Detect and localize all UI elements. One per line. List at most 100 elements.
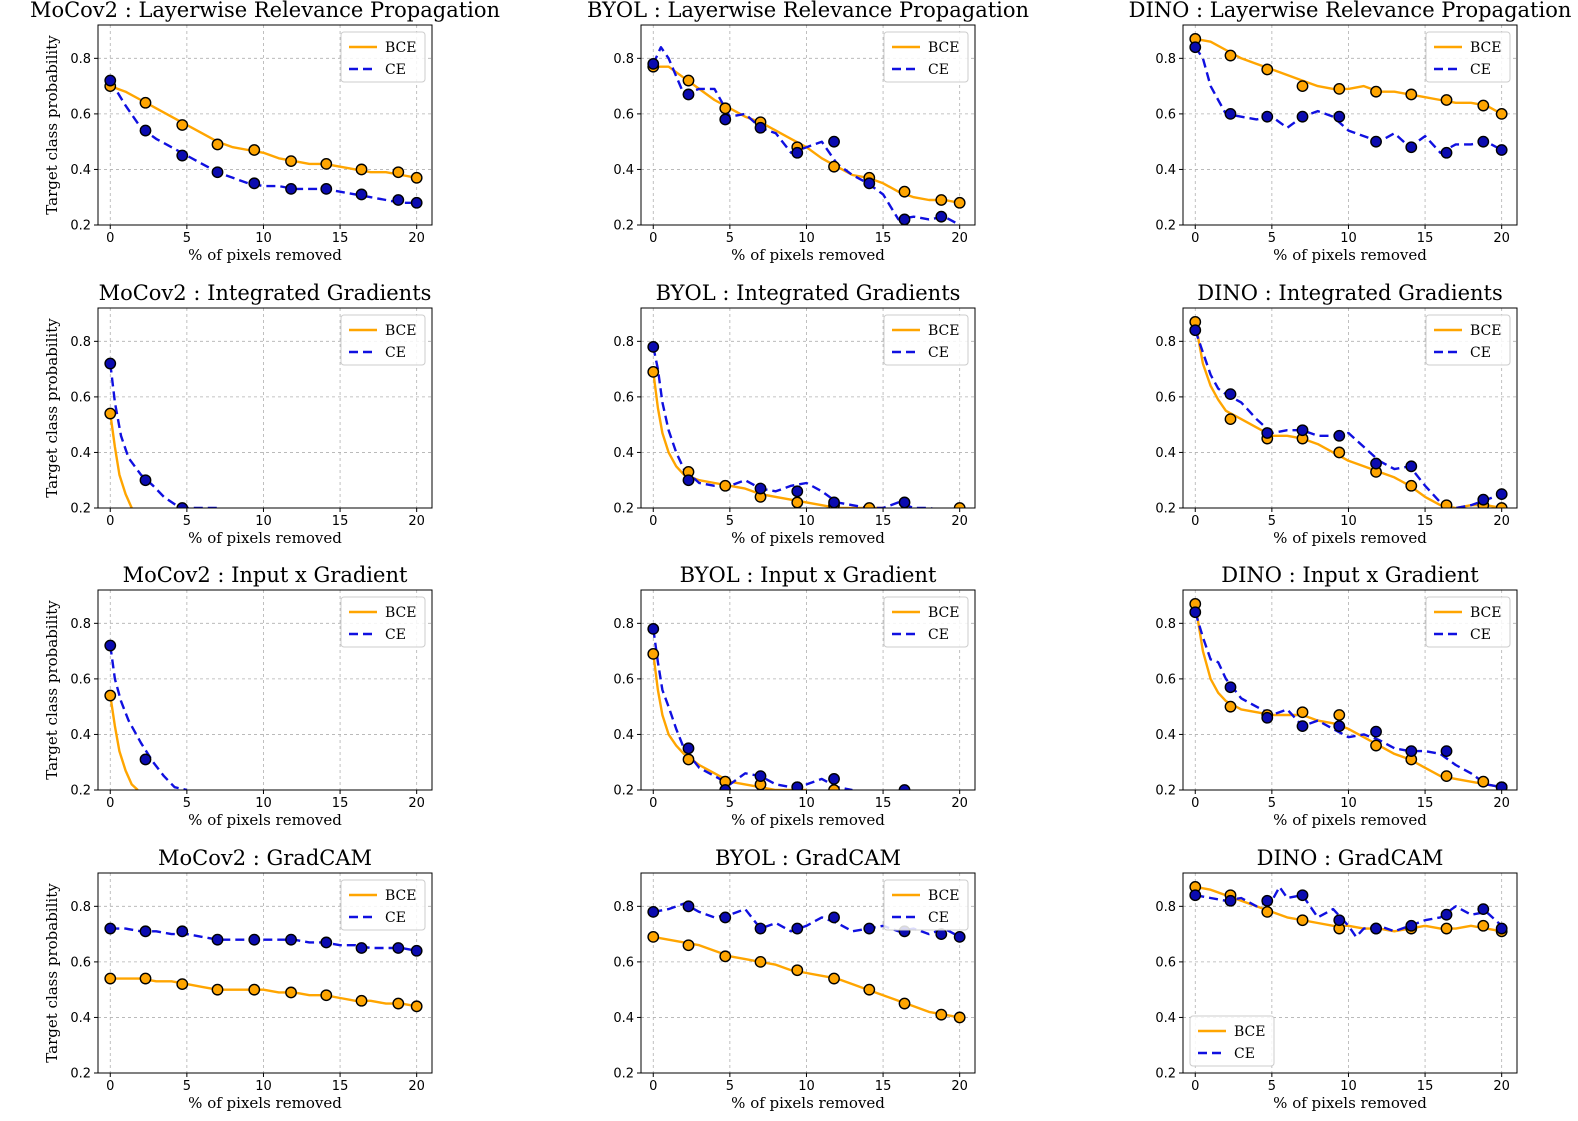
x-tick-label: 0: [106, 1079, 114, 1094]
bce-marker: [392, 166, 405, 179]
ce-marker: [953, 930, 966, 943]
y-tick-label: 0.8: [1155, 52, 1176, 67]
y-tick-label: 0.8: [70, 335, 91, 350]
ce-marker: [104, 74, 117, 87]
x-axis-label: % of pixels removed: [1273, 246, 1427, 264]
bce-marker: [828, 972, 840, 985]
y-tick-label: 0.2: [70, 1067, 91, 1082]
plot-area: [1189, 315, 1508, 508]
bce-marker: [953, 1011, 966, 1024]
chart-title: BYOL : Input x Gradient: [680, 563, 937, 587]
x-tick-label: 15: [1417, 514, 1434, 529]
x-tick-label: 0: [106, 796, 114, 811]
bce-marker: [1440, 499, 1453, 508]
ce-marker: [791, 146, 804, 159]
ce-marker: [1224, 894, 1237, 907]
ce-marker: [176, 925, 189, 938]
chart-title: MoCov2 : Integrated Gradients: [99, 281, 432, 305]
chart-title: DINO : GradCAM: [1257, 846, 1444, 870]
ce-marker: [392, 194, 405, 206]
x-axis-label: % of pixels removed: [731, 529, 885, 547]
plot-area: [647, 46, 966, 225]
ce-marker: [1405, 460, 1418, 473]
ce-marker: [1296, 720, 1309, 733]
axes-frame: [97, 24, 433, 226]
bce-marker: [647, 930, 660, 943]
bce-marker: [1333, 446, 1346, 459]
y-tick-label: 0.6: [1155, 955, 1176, 970]
x-tick-label: 0: [1191, 231, 1199, 246]
x-tick-label: 0: [649, 231, 657, 246]
ce-marker: [828, 135, 840, 148]
x-axis-label: % of pixels removed: [1273, 811, 1427, 829]
x-axis-label: % of pixels removed: [188, 1094, 342, 1112]
bce-marker: [176, 978, 189, 991]
y-tick-label: 0.2: [70, 219, 91, 234]
axes-frame: [1182, 24, 1518, 226]
ce-marker: [898, 213, 911, 225]
x-tick-label: 15: [332, 1079, 349, 1094]
chart-panel: 0 5 10 15 20 0.2 0.4 0.6 0.8 BYOL : GradCAM % of p…: [613, 846, 976, 1112]
ce-marker: [719, 113, 732, 126]
y-axis-label: Target class probability: [43, 35, 61, 215]
y-tick-label: 0.8: [70, 900, 91, 915]
bce-marker: [1477, 775, 1490, 788]
x-tick-label: 10: [255, 796, 272, 811]
y-tick-label: 0.2: [613, 502, 634, 517]
axes-frame: [1182, 589, 1518, 791]
y-tick-label: 0.2: [1155, 784, 1176, 799]
y-tick-label: 0.8: [70, 617, 91, 632]
ce-marker: [935, 210, 948, 223]
y-tick-label: 0.4: [613, 728, 634, 743]
y-tick-label: 0.4: [613, 1011, 634, 1026]
legend: BCE CE: [1189, 1015, 1275, 1067]
x-tick-label: 20: [1493, 514, 1510, 529]
y-tick-label: 0.4: [1155, 1011, 1176, 1026]
x-tick-label: 15: [332, 514, 349, 529]
y-tick-label: 0.8: [1155, 617, 1176, 632]
x-tick-label: 15: [875, 514, 892, 529]
ce-marker: [285, 933, 297, 946]
chart-panel: 0 5 10 15 20 0.2 0.4 0.6 0.8 DINO : Layerwise Rel…: [1129, 0, 1572, 264]
legend-ce-label: CE: [928, 62, 949, 78]
y-tick-label: 0.8: [1155, 335, 1176, 350]
bce-marker: [682, 74, 695, 87]
ce-marker: [863, 177, 876, 190]
ce-marker: [1261, 711, 1274, 724]
plot-area: [104, 74, 423, 209]
ce-marker: [754, 922, 767, 935]
legend: BCE CE: [1425, 314, 1511, 366]
bce-marker: [935, 1008, 948, 1021]
chart-panel: 0 5 10 15 20 0.2 0.4 0.6 0.8 MoCov2 : GradCAM % of…: [43, 846, 433, 1112]
x-axis-label: % of pixels removed: [1273, 1094, 1427, 1112]
ce-marker: [682, 474, 695, 487]
x-tick-label: 20: [951, 796, 968, 811]
y-tick-label: 0.6: [1155, 107, 1176, 122]
bce-marker: [1477, 99, 1490, 112]
legend-ce-label: CE: [928, 627, 949, 643]
ce-marker: [647, 622, 660, 635]
ce-marker: [1405, 141, 1418, 154]
bce-marker: [719, 102, 732, 115]
plot-area: [1189, 597, 1508, 790]
chart-panel: 0 5 10 15 20 0.2 0.4 0.6 0.8 MoCov2 : Layerwise R…: [30, 0, 500, 264]
ce-marker: [104, 357, 117, 370]
ce-marker: [754, 482, 767, 495]
legend: BCE CE: [340, 31, 426, 83]
ce-marker: [828, 911, 840, 924]
ce-marker: [791, 922, 804, 935]
axes-frame: [640, 872, 976, 1074]
legend-box: [883, 596, 969, 648]
legend: BCE CE: [340, 879, 426, 931]
chart-title: DINO : Layerwise Relevance Propagation: [1129, 0, 1572, 22]
x-tick-label: 10: [255, 514, 272, 529]
y-tick-label: 0.8: [613, 617, 634, 632]
legend-bce-label: BCE: [1470, 605, 1501, 621]
chart-panel: 0 5 10 15 20 0.2 0.4 0.6 0.8 BYOL : Input x Gradi…: [613, 563, 976, 829]
legend-box: [340, 879, 426, 931]
chart-panel: 0 5 10 15 20 0.2 0.4 0.6 0.8 BYOL : Integrated Gr…: [613, 281, 976, 547]
x-tick-label: 0: [649, 796, 657, 811]
ce-marker: [410, 196, 423, 209]
bce-marker: [1333, 82, 1346, 95]
